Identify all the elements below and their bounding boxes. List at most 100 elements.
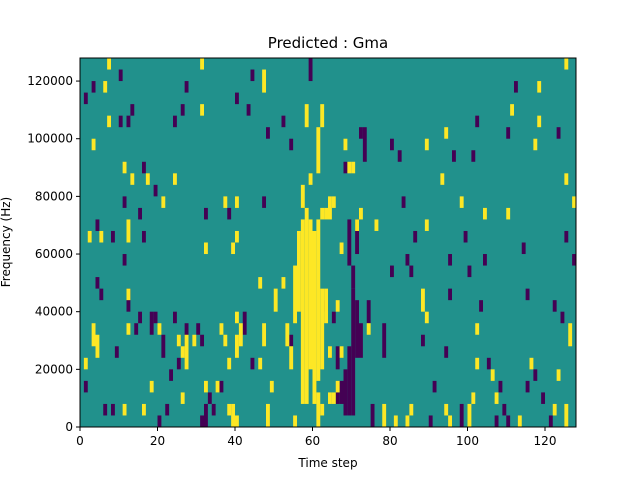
y-axis-ticks: 0 20000 40000 60000 80000 100000 120000 — [27, 74, 80, 434]
heatmap-cell-high — [421, 288, 425, 312]
heatmap-cell-low — [355, 300, 360, 358]
heatmap-cell-high — [568, 323, 573, 347]
heatmap-cell-low — [173, 115, 177, 128]
heatmap-cell-high — [300, 184, 305, 208]
x-tick-label: 40 — [227, 434, 242, 448]
heatmap-cell-low — [122, 254, 127, 266]
heatmap-cell-high — [266, 403, 270, 427]
heatmap-cell-high — [122, 161, 127, 174]
heatmap-cell-low — [467, 265, 472, 278]
heatmap-cell-high — [83, 357, 88, 370]
heatmap-cell-high — [262, 323, 267, 347]
heatmap-cell-high — [219, 323, 224, 335]
heatmap-cell-high — [227, 357, 232, 370]
heatmap-cell-low — [250, 357, 255, 370]
heatmap-cell-high — [351, 161, 356, 174]
heatmap-cell-high — [204, 242, 208, 255]
heatmap-cell-high — [289, 346, 294, 370]
heatmap-cell-low — [359, 127, 363, 139]
heatmap-cell-low — [452, 150, 456, 162]
heatmap-cell-high — [328, 196, 332, 220]
heatmap-cell-low — [118, 115, 123, 128]
x-axis-ticks: 0 20 40 60 80 100 120 — [76, 427, 556, 448]
x-tick-label: 100 — [456, 434, 479, 448]
y-tick-label: 40000 — [35, 305, 73, 319]
heatmap-cell-high — [335, 380, 340, 393]
high-level-cells — [83, 58, 577, 427]
heatmap-cell-high — [235, 415, 239, 427]
heatmap-cell-low — [207, 392, 212, 404]
heatmap-cell-high — [316, 127, 321, 174]
heatmap-cell-low — [289, 334, 294, 347]
heatmap-cell-high — [273, 288, 278, 312]
heatmap-cell-low — [138, 311, 143, 324]
heatmap-cell-high — [262, 69, 267, 93]
heatmap-cell-low — [479, 300, 484, 312]
heatmap-cell-low — [95, 277, 100, 289]
chart-title: Predicted : Gma — [268, 34, 388, 52]
heatmap-cell-high — [223, 334, 228, 347]
y-tick-label: 120000 — [27, 74, 73, 88]
heatmap-cell-low — [494, 415, 499, 427]
heatmap-cell-high — [533, 138, 538, 151]
heatmap-cell-high — [424, 311, 429, 324]
heatmap-cell-low — [351, 265, 356, 289]
heatmap-cell-high — [223, 196, 228, 208]
heatmap-cell-high — [308, 219, 313, 370]
heatmap-cell-high — [258, 277, 263, 289]
heatmap-cell-high — [180, 392, 185, 404]
heatmap-cell-low — [556, 127, 561, 139]
heatmap-cell-low — [343, 161, 348, 174]
heatmap-cell-low — [486, 357, 491, 370]
x-tick-label: 80 — [382, 434, 397, 448]
heatmap-cell-low — [506, 127, 511, 139]
heatmap-cell-low — [219, 380, 224, 393]
heatmap-cell-high — [103, 81, 108, 93]
heatmap-cell-low — [335, 392, 340, 404]
heatmap-cell-low — [262, 196, 267, 208]
heatmap-cell-low — [351, 288, 356, 416]
heatmap-cell-high — [475, 357, 480, 370]
heatmap-cell-low — [331, 311, 336, 324]
heatmap-cell-high — [339, 242, 344, 255]
heatmap-cell-high — [235, 334, 239, 358]
heatmap-cell-high — [316, 219, 321, 381]
heatmap-cell-high — [126, 323, 131, 335]
heatmap-cell-high — [126, 219, 131, 243]
heatmap-cell-high — [173, 173, 177, 185]
heatmap-cell-low — [83, 92, 88, 105]
y-tick-label: 60000 — [35, 247, 73, 261]
x-tick-label: 120 — [534, 434, 557, 448]
y-tick-label: 100000 — [27, 132, 73, 146]
heatmap-cell-high — [122, 403, 127, 416]
heatmap-cell-high — [269, 380, 274, 393]
heatmap-cell-high — [231, 403, 236, 427]
heatmap-cell-low — [196, 323, 201, 335]
heatmap-cell-high — [552, 403, 557, 416]
heatmap-cell-high — [316, 392, 321, 427]
heatmap-cell-high — [145, 173, 150, 185]
x-tick-label: 0 — [76, 434, 84, 448]
heatmap-cell-low — [111, 403, 115, 416]
heatmap-cell-high — [444, 403, 449, 416]
heatmap-cell-low — [448, 288, 453, 301]
heatmap-cell-high — [235, 311, 239, 324]
heatmap-cell-low — [99, 288, 104, 301]
heatmap-cell-low — [471, 150, 476, 162]
heatmap-cell-low — [397, 150, 402, 162]
heatmap-cell-low — [390, 265, 394, 278]
heatmap-cell-low — [448, 254, 453, 266]
heatmap-cell-low — [308, 58, 313, 82]
x-tick-label: 60 — [305, 434, 320, 448]
plot-background — [80, 58, 576, 427]
heatmap-cell-low — [475, 115, 480, 128]
heatmap-cell-high — [424, 219, 429, 231]
heatmap-cell-high — [537, 81, 542, 93]
heatmap-cell-low — [111, 230, 115, 243]
heatmap-cell-high — [304, 104, 309, 128]
heatmap-cell-high — [374, 219, 379, 231]
heatmap-cell-low — [421, 334, 425, 347]
heatmap-cell-high — [215, 380, 220, 393]
heatmap-cell-high — [564, 58, 569, 70]
